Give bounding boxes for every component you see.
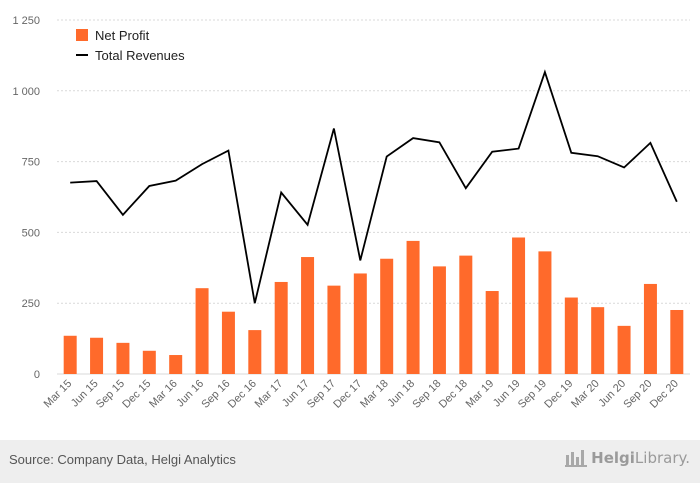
bar-net-profit bbox=[564, 297, 578, 374]
x-tick-label: Dec 19 bbox=[542, 378, 575, 411]
bar-net-profit bbox=[327, 285, 341, 374]
brand-text: HelgiLibrary. bbox=[591, 449, 690, 467]
bar-series bbox=[63, 237, 684, 374]
bar-net-profit bbox=[459, 255, 473, 374]
x-tick-label: Sep 15 bbox=[94, 378, 127, 411]
x-tick-label: Mar 15 bbox=[42, 378, 75, 411]
x-tick-label: Dec 15 bbox=[120, 378, 153, 411]
brand-strong-text: Helgi bbox=[591, 449, 635, 467]
y-tick-label: 0 bbox=[34, 369, 40, 381]
x-tick-label: Sep 19 bbox=[516, 378, 549, 411]
legend-label-total-revenues: Total Revenues bbox=[95, 48, 185, 63]
line-series bbox=[70, 69, 678, 304]
y-tick-label: 500 bbox=[22, 227, 40, 239]
bar-net-profit bbox=[591, 307, 605, 374]
bar-net-profit bbox=[116, 342, 130, 374]
bar-net-profit bbox=[432, 266, 446, 374]
bar-net-profit bbox=[353, 273, 367, 374]
x-tick-label: Dec 17 bbox=[331, 378, 364, 411]
footer: Source: Company Data, Helgi Analytics He… bbox=[0, 440, 700, 483]
bar-net-profit bbox=[512, 237, 526, 374]
x-tick-label: Sep 17 bbox=[305, 378, 338, 411]
source-note: Source: Company Data, Helgi Analytics bbox=[9, 452, 236, 467]
y-tick-label: 250 bbox=[22, 298, 40, 310]
line-total-revenues bbox=[70, 69, 678, 304]
x-tick-label: Sep 18 bbox=[410, 378, 443, 411]
bar-net-profit bbox=[485, 291, 499, 374]
bar-net-profit bbox=[63, 335, 77, 374]
y-axis: 0 250 500 750 1 000 1 250 bbox=[12, 15, 40, 381]
grid-layer bbox=[57, 19, 690, 375]
bar-net-profit bbox=[538, 251, 552, 374]
bar-net-profit bbox=[221, 311, 235, 374]
bar-net-profit bbox=[617, 325, 631, 374]
bar-net-profit bbox=[380, 258, 394, 374]
legend: Net Profit Total Revenues bbox=[76, 28, 185, 63]
legend-label-net-profit: Net Profit bbox=[95, 28, 150, 43]
y-tick-label: 1 000 bbox=[12, 86, 40, 98]
bar-net-profit bbox=[169, 355, 183, 374]
brand-rest-text: Library. bbox=[634, 449, 690, 467]
legend-swatch-net-profit bbox=[76, 29, 88, 41]
bar-net-profit bbox=[301, 257, 315, 374]
bar-net-profit bbox=[643, 283, 657, 374]
x-tick-label: Mar 20 bbox=[569, 378, 602, 411]
bar-net-profit bbox=[90, 337, 104, 374]
bar-net-profit bbox=[248, 330, 262, 374]
bar-net-profit bbox=[274, 281, 288, 374]
x-tick-label: Dec 16 bbox=[226, 378, 259, 411]
x-tick-label: Dec 20 bbox=[648, 378, 681, 411]
x-tick-label: Mar 19 bbox=[464, 378, 497, 411]
y-tick-label: 750 bbox=[22, 157, 40, 169]
x-tick-label: Dec 18 bbox=[437, 378, 470, 411]
bar-net-profit bbox=[195, 288, 209, 374]
bar-net-profit bbox=[670, 309, 684, 374]
x-tick-label: Mar 18 bbox=[358, 378, 391, 411]
x-tick-label: Sep 20 bbox=[621, 378, 654, 411]
x-tick-label: Mar 16 bbox=[147, 378, 180, 411]
x-tick-label: Mar 17 bbox=[253, 378, 286, 411]
y-tick-label: 1 250 bbox=[12, 15, 40, 27]
bar-net-profit bbox=[142, 350, 156, 374]
bar-net-profit bbox=[406, 240, 420, 374]
helgi-library-logo-icon bbox=[565, 450, 588, 467]
x-tick-label: Sep 16 bbox=[199, 378, 232, 411]
brand-logo[interactable]: HelgiLibrary. bbox=[565, 449, 690, 467]
